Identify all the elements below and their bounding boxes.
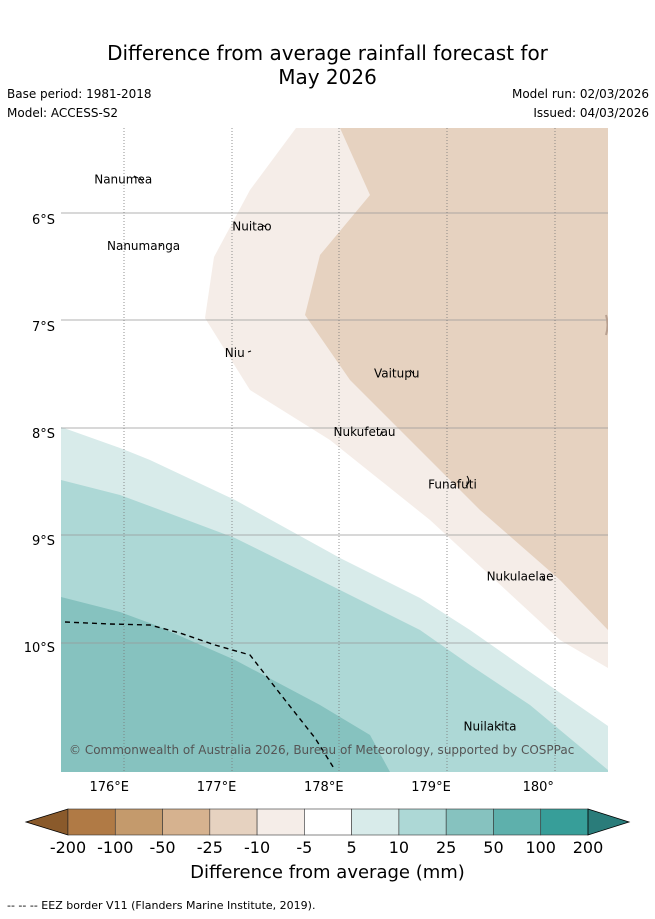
colorbar-segment <box>540 808 589 836</box>
place-label: Vaitupu <box>374 366 420 380</box>
lon-tick-label: 176°E <box>89 780 129 795</box>
colorbar-tick-label: -5 <box>296 838 313 857</box>
colorbar-tick-label: 25 <box>435 838 457 857</box>
model-name: Model: ACCESS-S2 <box>7 106 119 120</box>
islands <box>133 175 608 726</box>
colorbar-segment <box>114 808 163 836</box>
lat-gridlines <box>61 212 608 644</box>
colorbar-segment <box>398 808 447 836</box>
place-label: Nukulaelae <box>487 570 554 584</box>
issued-date: Issued: 04/03/2026 <box>533 106 649 120</box>
place-label: Nanumanga <box>107 239 180 253</box>
copyright-note: © Commonwealth of Australia 2026, Bureau… <box>69 743 574 757</box>
colorbar-tick-label: 200 <box>572 838 604 857</box>
colorbar-segment <box>209 808 258 836</box>
eez-border <box>64 621 336 771</box>
colorbar-tick-label: -200 <box>49 838 87 857</box>
lat-tick-label: 9°S <box>32 534 55 549</box>
lon-tick-label: 177°E <box>197 780 237 795</box>
lat-tick-label: 10°S <box>24 641 55 656</box>
place-label: Nukufetau <box>334 425 396 439</box>
title-line-2: May 2026 <box>278 65 377 89</box>
colorbar-extend-low <box>24 808 69 836</box>
colorbar-title: Difference from average (mm) <box>190 862 465 883</box>
colorbar-segment <box>304 808 352 836</box>
colorbar-segment <box>162 808 211 836</box>
eez-legend-note: -- -- -- EEZ border V11 (Flanders Marine… <box>7 899 316 912</box>
lon-tick-label: 178°E <box>304 780 344 795</box>
zone-dry-moderate <box>305 128 608 630</box>
colorbar-tick-label: -25 <box>196 838 223 857</box>
title-line-1: Difference from average rainfall forecas… <box>107 41 548 65</box>
colorbar-segment <box>67 808 116 836</box>
place-label: Nuitao <box>232 220 271 234</box>
lat-tick-label: 7°S <box>32 320 55 335</box>
place-label: Nanumea <box>94 173 152 187</box>
colorbar-tick-label: -50 <box>149 838 176 857</box>
lon-tick-label: 179°E <box>411 780 451 795</box>
colorbar-tick-label: -10 <box>244 838 271 857</box>
lat-tick-label: 6°S <box>32 213 55 228</box>
model-run: Model run: 02/03/2026 <box>511 87 649 101</box>
colorbar-segment <box>256 808 305 836</box>
colorbar-tick-label: -100 <box>97 838 134 857</box>
colorbar-segment <box>445 808 494 836</box>
place-label: Funafuti <box>428 478 477 492</box>
colorbar-extend-high <box>587 808 631 836</box>
lat-tick-label: 8°S <box>32 427 55 442</box>
lon-gridlines <box>123 128 556 772</box>
colorbar-tick-label: 100 <box>525 838 556 857</box>
colorbar-tick-label: 50 <box>483 838 504 857</box>
colorbar-tick-label: 10 <box>388 838 410 857</box>
place-label: Nuilakita <box>464 719 517 733</box>
lon-tick-label: 180° <box>523 780 554 795</box>
colorbar-tick-label: 5 <box>346 838 357 857</box>
base-period: Base period: 1981-2018 <box>7 87 152 101</box>
place-label: Niu <box>225 346 245 360</box>
colorbar-segment <box>351 808 400 836</box>
colorbar-segment <box>493 808 542 836</box>
